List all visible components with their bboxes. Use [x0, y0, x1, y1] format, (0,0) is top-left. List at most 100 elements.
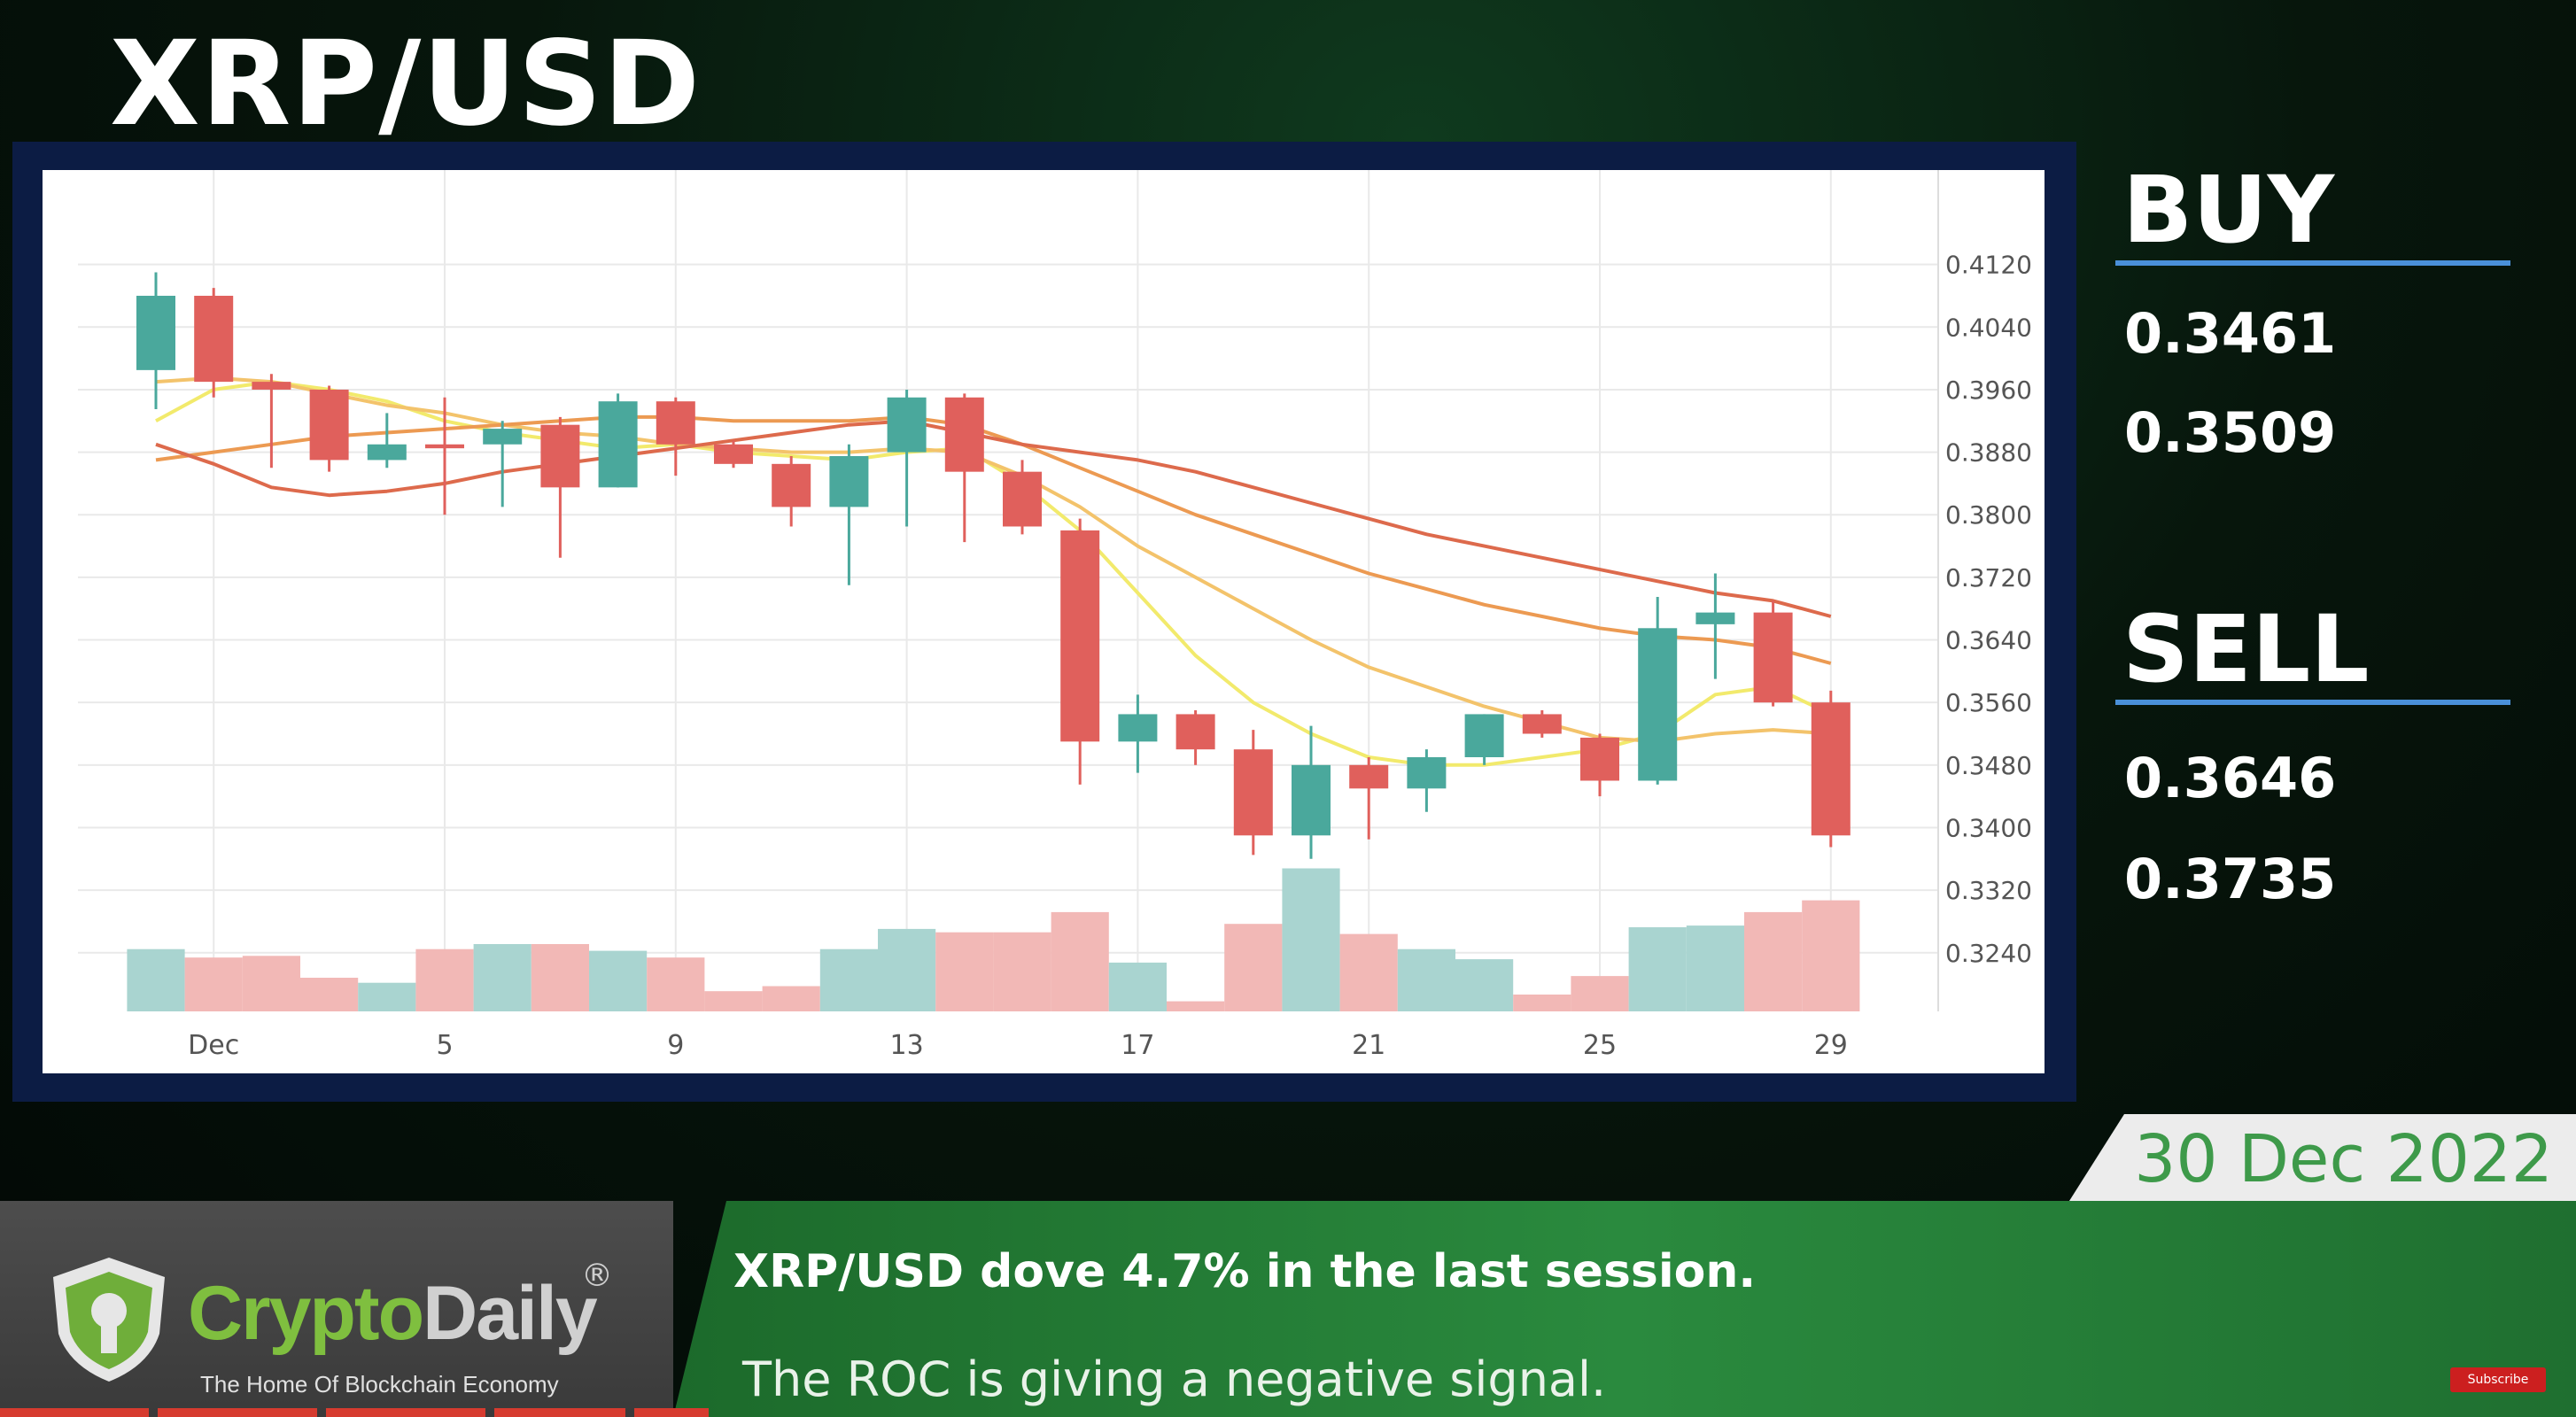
progress-segment	[494, 1408, 625, 1417]
volume-bar	[993, 932, 1051, 1011]
y-axis-ticks: 0.4120 0.4040 0.3960 0.3880 0.3800 0.3720 0.36…	[1945, 251, 2032, 968]
brand-name-part2: Daily	[423, 1271, 598, 1356]
volume-bar	[1744, 911, 1803, 1011]
moving-average-line	[155, 419, 1832, 618]
candle-down	[714, 444, 753, 464]
subscribe-button[interactable]: Subscribe	[2450, 1367, 2546, 1392]
candle-up	[829, 456, 869, 507]
volume-bar	[415, 949, 474, 1011]
candle-down	[1175, 714, 1215, 750]
sell-heading: SELL	[2122, 595, 2370, 703]
x-tick-label: 21	[1352, 1030, 1385, 1061]
y-tick-label: 0.3880	[1945, 438, 2032, 468]
buy-heading: BUY	[2122, 156, 2335, 264]
progress-segment	[0, 1408, 149, 1417]
candle-up	[367, 444, 407, 461]
volume-bar	[1224, 924, 1283, 1011]
candle-up	[483, 429, 523, 445]
y-tick-label: 0.3400	[1945, 813, 2032, 842]
candle-down	[1349, 764, 1389, 789]
y-tick-label: 0.3960	[1945, 376, 2032, 405]
volume-bar	[184, 957, 243, 1011]
candle-down	[1811, 702, 1851, 836]
chart-frame: 0.4120 0.4040 0.3960 0.3880 0.3800 0.3720 0.36…	[12, 142, 2076, 1102]
pair-title: XRP/USD	[110, 16, 702, 152]
volume-bar	[1167, 1001, 1225, 1011]
candle-down	[1060, 530, 1100, 742]
candle-down	[309, 389, 349, 461]
shield-lock-icon	[53, 1258, 165, 1382]
date-tab: 30 Dec 2022	[2069, 1114, 2576, 1201]
candlestick-chart: 0.4120 0.4040 0.3960 0.3880 0.3800 0.3720 0.36…	[78, 170, 2032, 1061]
volume-bar	[647, 957, 705, 1011]
candle-up	[1695, 612, 1735, 624]
moving-average-line	[155, 380, 1832, 767]
candle-down	[194, 295, 234, 383]
volume-bar	[127, 949, 185, 1011]
volume-bar	[1282, 868, 1340, 1011]
volume-bar	[473, 944, 531, 1011]
volume-bar	[531, 944, 589, 1011]
sell-level-1: 0.3646	[2124, 746, 2337, 810]
chart-area: 0.4120 0.4040 0.3960 0.3880 0.3800 0.3720 0.36…	[43, 170, 2045, 1073]
candle-layer	[136, 272, 1851, 859]
volume-bar	[1051, 911, 1109, 1011]
volume-bar	[762, 986, 820, 1011]
ticker-subline: The ROC is giving a negative signal.	[742, 1351, 1607, 1407]
x-axis-ticks: Dec 5 9 13 17 21 25 29	[188, 1030, 1848, 1061]
volume-bar	[1686, 925, 1744, 1011]
buy-divider	[2115, 260, 2510, 266]
brand-name-part1: Crypto	[188, 1271, 424, 1356]
volume-layer	[127, 868, 1860, 1011]
x-tick-label: Dec	[188, 1030, 239, 1061]
y-tick-label: 0.3480	[1945, 751, 2032, 780]
x-tick-label: 13	[890, 1030, 924, 1061]
registered-mark: ®	[581, 1258, 613, 1294]
y-tick-label: 0.3720	[1945, 563, 2032, 592]
candle-down	[425, 444, 464, 449]
grid-layer	[78, 170, 1939, 1011]
candle-down	[656, 401, 695, 445]
volume-bar	[1628, 927, 1687, 1011]
candle-down	[540, 424, 580, 488]
buy-level-1: 0.3461	[2124, 301, 2337, 366]
candle-up	[1407, 756, 1447, 789]
volume-bar	[1802, 900, 1860, 1011]
y-tick-label: 0.3640	[1945, 626, 2032, 655]
moving-average-layer	[155, 376, 1832, 767]
candle-down	[1003, 471, 1042, 527]
candle-down	[1522, 714, 1562, 734]
volume-bar	[300, 978, 359, 1011]
y-tick-label: 0.4040	[1945, 313, 2032, 342]
candle-up	[887, 397, 927, 453]
brand-wordmark: CryptoDaily	[188, 1270, 598, 1358]
volume-bar	[1571, 976, 1629, 1011]
volume-bar	[589, 950, 648, 1011]
volume-bar	[1397, 949, 1455, 1011]
volume-bar	[819, 949, 878, 1011]
moving-average-line	[155, 414, 1832, 665]
date-label: 30 Dec 2022	[2134, 1121, 2553, 1197]
candle-up	[136, 295, 175, 370]
sell-level-2: 0.3735	[2124, 847, 2337, 911]
candle-up	[1292, 764, 1331, 836]
y-tick-label: 0.3240	[1945, 939, 2032, 968]
progress-segment	[326, 1408, 485, 1417]
candle-down	[772, 463, 811, 507]
candle-down	[1753, 612, 1793, 703]
volume-bar	[1339, 933, 1398, 1011]
y-tick-label: 0.4120	[1945, 251, 2032, 280]
brand-tagline: The Home Of Blockchain Economy	[200, 1371, 559, 1398]
x-tick-label: 25	[1583, 1030, 1617, 1061]
progress-segment	[634, 1408, 709, 1417]
volume-bar	[242, 956, 300, 1011]
candle-up	[1638, 628, 1678, 781]
candle-up	[598, 401, 638, 488]
progress-segment	[158, 1408, 317, 1417]
candle-down	[252, 382, 291, 390]
news-ticker	[673, 1201, 2576, 1417]
x-tick-label: 29	[1814, 1030, 1848, 1061]
volume-bar	[1108, 962, 1167, 1011]
volume-bar	[1455, 959, 1514, 1011]
candle-down	[944, 397, 984, 472]
